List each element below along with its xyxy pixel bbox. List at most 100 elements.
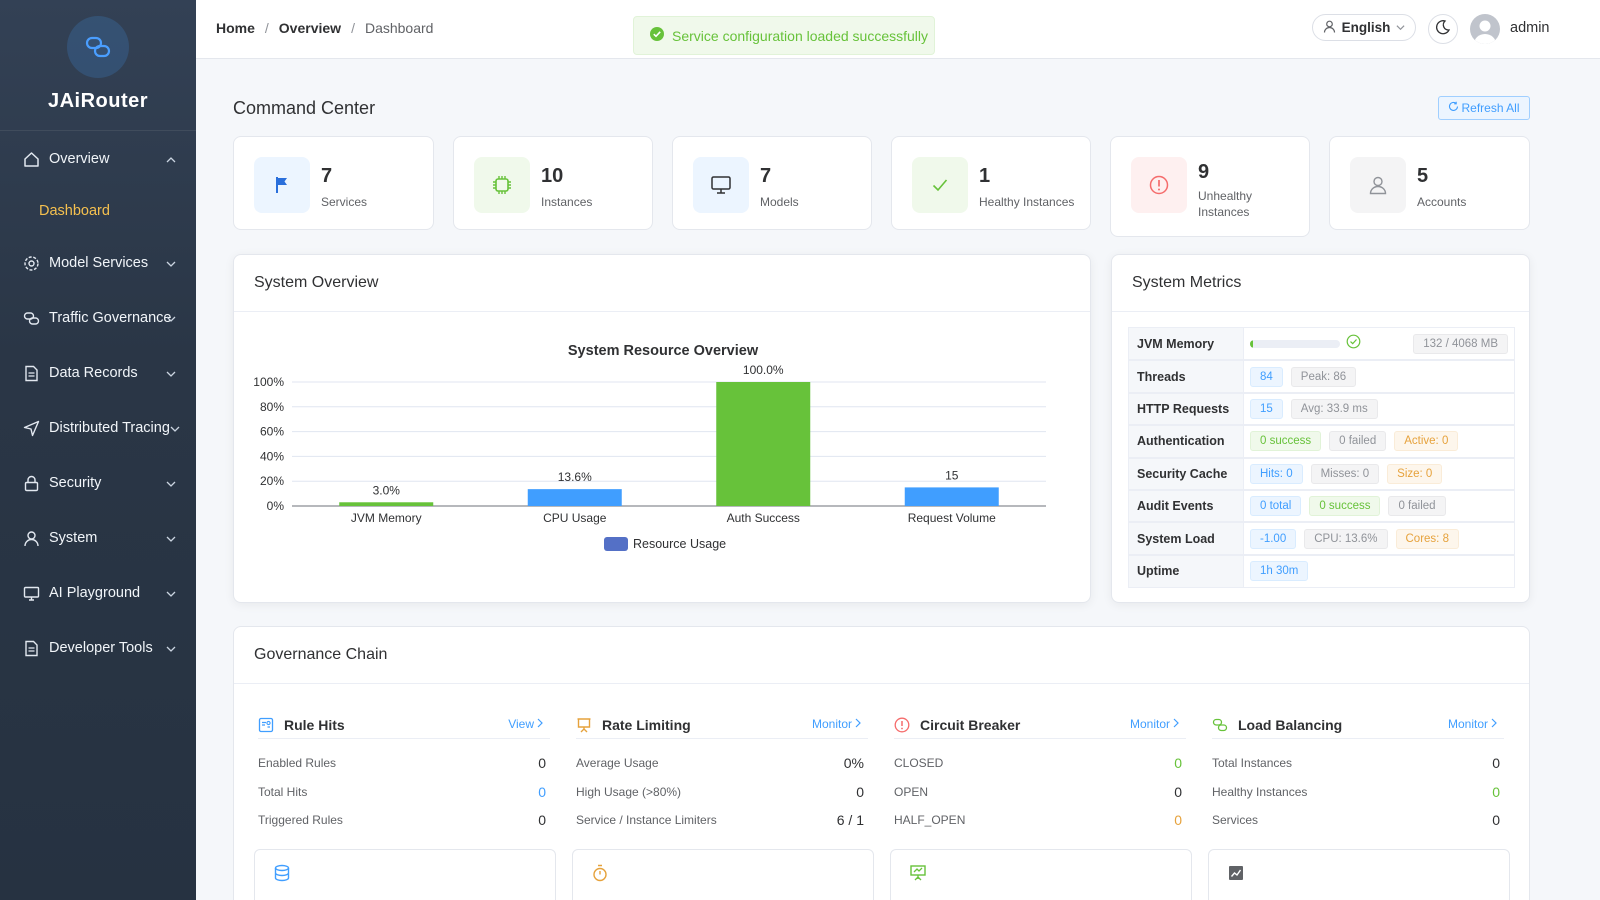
y-tick-label: 100% xyxy=(253,375,284,389)
metrics-value: Hits: 0 Misses: 0 Size: 0 xyxy=(1244,459,1514,489)
stat-card-accounts[interactable]: 5 Accounts xyxy=(1329,136,1530,230)
sidebar: JAiRouter Overview Dashboard Model Servi… xyxy=(0,0,196,900)
metrics-tag: 0 total xyxy=(1250,496,1302,517)
lock-icon xyxy=(22,474,40,492)
metrics-row: Audit Events 0 total 0 success 0 failed xyxy=(1129,489,1514,523)
mini-card-timer[interactable] xyxy=(572,849,874,900)
governance-column: Rate Limiting Monitor Average Usage 0% H… xyxy=(576,711,868,835)
chevron-down-icon xyxy=(170,422,180,438)
refresh-all-button[interactable]: Refresh All xyxy=(1438,96,1530,120)
stat-value: 7 xyxy=(760,165,772,187)
chevron-up-icon xyxy=(166,153,176,169)
chevron-down-icon xyxy=(166,257,176,273)
governance-column: Load Balancing Monitor Total Instances 0… xyxy=(1212,711,1504,835)
governance-row: Triggered Rules 0 xyxy=(258,806,550,835)
stat-value: 10 xyxy=(541,165,564,187)
metrics-tag: 1h 30m xyxy=(1250,561,1309,582)
stat-value: 1 xyxy=(979,165,991,187)
governance-link[interactable]: View xyxy=(508,717,544,731)
chart-title: System Resource Overview xyxy=(568,343,759,359)
governance-row-value: 0 xyxy=(856,783,864,800)
metrics-tag: Avg: 33.9 ms xyxy=(1290,398,1378,419)
sidebar-item-traffic-governance[interactable]: Traffic Governance xyxy=(0,298,196,338)
system-overview-panel: System Overview System Resource Overview… xyxy=(233,254,1091,603)
metrics-tag: 0 success xyxy=(1250,431,1322,452)
stat-card-services[interactable]: 7 Services xyxy=(233,136,434,230)
avatar[interactable] xyxy=(1470,14,1500,44)
sidebar-item-developer-tools[interactable]: Developer Tools xyxy=(0,628,196,668)
username[interactable]: admin xyxy=(1510,20,1550,36)
metrics-row: Security Cache Hits: 0 Misses: 0 Size: 0 xyxy=(1129,457,1514,490)
sidebar-item-distributed-tracing[interactable]: Distributed Tracing xyxy=(0,408,196,448)
sidebar-item-label: Model Services xyxy=(49,255,149,271)
language-select[interactable]: English xyxy=(1312,14,1416,41)
governance-row-value: 0 xyxy=(1492,783,1500,800)
governance-row-value: 0 xyxy=(1174,755,1182,772)
metrics-tag: 132 / 4068 MB xyxy=(1413,333,1508,354)
sidebar-item-label: Security xyxy=(49,475,102,491)
metrics-tag: 15 xyxy=(1250,398,1283,419)
send-icon xyxy=(22,419,40,437)
sidebar-item-data-records[interactable]: Data Records xyxy=(0,353,196,393)
stat-label: Instances xyxy=(541,195,593,209)
x-tick-label: CPU Usage xyxy=(543,511,607,525)
refresh-all-label: Refresh All xyxy=(1461,101,1520,115)
resource-chart: System Resource Overview 0% 20% 40% 60% 80% 10… xyxy=(253,343,1046,551)
database-icon xyxy=(273,864,291,887)
stat-card-models[interactable]: 7 Models xyxy=(672,136,872,230)
stat-card-unhealthy-instances[interactable]: 9 Unhealthy Instances xyxy=(1110,136,1310,237)
stat-card-instances[interactable]: 10 Instances xyxy=(453,136,653,230)
data-label: 100.0% xyxy=(743,363,784,377)
governance-column: Circuit Breaker Monitor CLOSED 0 OPEN 0 … xyxy=(894,711,1186,835)
sidebar-item-label: Developer Tools xyxy=(49,640,153,656)
governance-row-label: CLOSED xyxy=(894,756,944,771)
governance-row-value: 0 xyxy=(1492,812,1500,829)
metrics-value: 15 Avg: 33.9 ms xyxy=(1244,394,1514,424)
balance-icon xyxy=(1212,717,1228,733)
breadcrumb-separator: / xyxy=(351,20,355,36)
rule-icon xyxy=(258,717,274,733)
metrics-tag: 0 failed xyxy=(1388,496,1446,517)
governance-row-label: Total Instances xyxy=(1212,756,1293,771)
governance-link[interactable]: Monitor xyxy=(1130,717,1180,731)
y-tick-label: 0% xyxy=(267,499,285,513)
y-tick-label: 60% xyxy=(260,425,284,439)
stat-value: 5 xyxy=(1417,165,1429,187)
chevron-down-icon xyxy=(1396,20,1405,35)
governance-row-value: 0 xyxy=(538,812,546,829)
easel-icon xyxy=(576,717,592,733)
sidebar-item-model-services[interactable]: Model Services xyxy=(0,243,196,283)
stat-label: Healthy Instances xyxy=(979,195,1075,209)
mini-card-trend[interactable] xyxy=(1208,849,1510,900)
stat-card-healthy-instances[interactable]: 1 Healthy Instances xyxy=(891,136,1091,230)
language-label: English xyxy=(1341,20,1391,35)
sidebar-item-ai-playground[interactable]: AI Playground xyxy=(0,573,196,613)
stopwatch-icon xyxy=(591,864,609,887)
easel-icon xyxy=(909,864,927,887)
governance-link[interactable]: Monitor xyxy=(1448,717,1498,731)
governance-link-label: Monitor xyxy=(1129,717,1170,731)
governance-row-label: High Usage (>80%) xyxy=(576,784,682,799)
metrics-tag: Misses: 0 xyxy=(1310,463,1380,484)
governance-column-header: Circuit Breaker Monitor xyxy=(894,711,1186,739)
chart-bar xyxy=(716,382,811,506)
system-metrics-panel: System Metrics JVM Memory 132 / 4068 MB … xyxy=(1111,254,1530,603)
governance-row-value: 0 xyxy=(1174,783,1182,800)
theme-toggle-button[interactable] xyxy=(1428,14,1458,44)
chart-bar xyxy=(904,487,999,506)
mini-card-presentation[interactable] xyxy=(890,849,1192,900)
governance-row: Enabled Rules 0 xyxy=(258,749,550,778)
mini-card-database[interactable] xyxy=(254,849,556,900)
breadcrumb-home[interactable]: Home xyxy=(216,20,255,36)
breadcrumb-overview[interactable]: Overview xyxy=(278,20,342,36)
governance-column-header: Load Balancing Monitor xyxy=(1212,711,1504,739)
sidebar-item-overview[interactable]: Overview xyxy=(0,139,196,179)
metrics-tag: Hits: 0 xyxy=(1250,463,1303,484)
sidebar-subitem-dashboard[interactable]: Dashboard xyxy=(39,203,110,219)
metrics-row: System Load -1.00 CPU: 13.6% Cores: 8 xyxy=(1129,522,1514,555)
governance-link[interactable]: Monitor xyxy=(812,717,862,731)
document-icon xyxy=(22,639,40,657)
sidebar-item-security[interactable]: Security xyxy=(0,463,196,503)
metrics-tag: -1.00 xyxy=(1250,528,1297,549)
sidebar-item-system[interactable]: System xyxy=(0,518,196,558)
